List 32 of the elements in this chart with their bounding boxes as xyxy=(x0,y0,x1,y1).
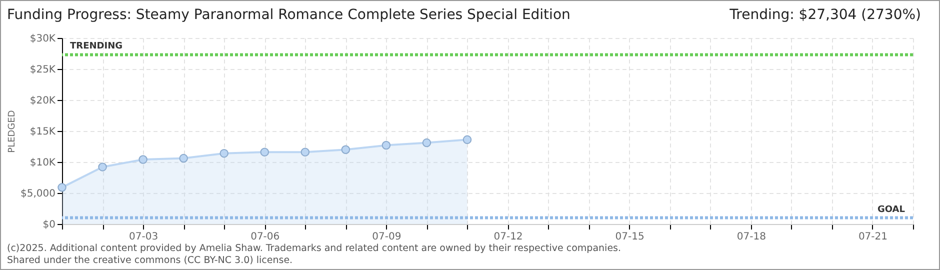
point xyxy=(300,148,310,156)
y-axis-title: PLEDGED xyxy=(8,110,18,153)
ref-line-label: GOAL xyxy=(878,204,906,215)
y-tick-label: $15K xyxy=(30,126,56,138)
point xyxy=(220,148,228,158)
text: (c)2025. Additional content provided by Amelia Shaw. Trademarks and related content are owned by their respective companies. xyxy=(7,243,622,255)
point xyxy=(422,138,432,148)
point xyxy=(341,145,350,154)
chart-title: Funding Progress: Steamy Paranormal Romance Complete Series Special Edition xyxy=(7,7,570,25)
y-tick-label: $25K xyxy=(30,64,56,76)
chart-subtitle: Trending: $27,304 (2730%) xyxy=(730,7,921,25)
x-tick-label: 07-12 xyxy=(494,232,523,242)
y-tick-label: $0 xyxy=(42,220,56,230)
y-tick-label: $10K xyxy=(30,158,56,168)
point xyxy=(260,148,269,156)
point xyxy=(98,162,107,172)
point xyxy=(179,154,188,163)
x-tick-label: 07-06 xyxy=(250,232,280,242)
ref-line-label: TRENDING xyxy=(70,42,122,52)
x-tick-label: 07-15 xyxy=(615,232,644,242)
point xyxy=(382,140,391,150)
point xyxy=(58,183,66,192)
x-tick-label: 07-21 xyxy=(858,232,888,242)
x-tick-label: 07-03 xyxy=(129,232,158,242)
point xyxy=(138,155,148,164)
y-tick-label: $20K xyxy=(30,96,56,106)
point xyxy=(462,135,472,144)
text: Shared under the creative commons (CC BY-NC 3.0) license. xyxy=(7,255,294,267)
x-tick-label: 07-18 xyxy=(736,232,766,242)
x-tick-label: 07-09 xyxy=(372,232,402,242)
y-tick-label: $30K xyxy=(30,34,56,44)
y-tick-label: $5,000 xyxy=(20,188,56,200)
